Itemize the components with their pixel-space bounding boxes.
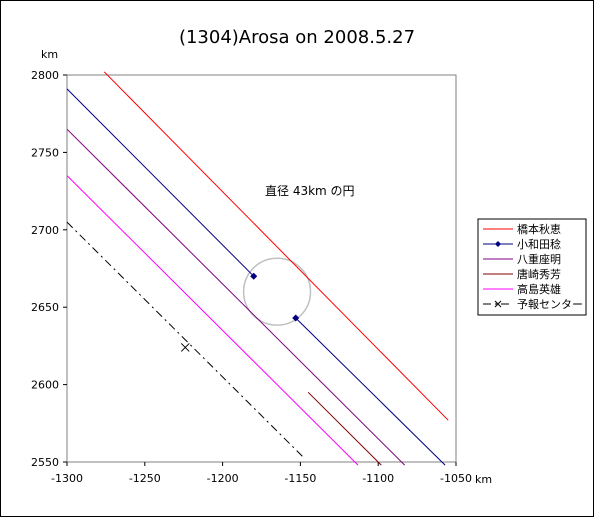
y-tick-label: 2650 (31, 301, 59, 314)
series-line (66, 128, 406, 466)
y-tick-label: 2700 (31, 224, 59, 237)
y-tick-label: 2600 (31, 379, 59, 392)
series-line (66, 88, 255, 277)
data-point-x-marker (180, 343, 190, 352)
legend-label: 唐崎秀芳 (517, 267, 561, 281)
y-axis-unit-label: km (41, 48, 58, 61)
legend-label: 八重座明 (517, 252, 561, 266)
data-point-diamond (250, 272, 258, 280)
legend-item: 高島英雄 (483, 282, 561, 296)
legend-item: 八重座明 (483, 252, 561, 266)
series-layer (66, 71, 449, 466)
series-line (66, 175, 359, 466)
series-5 (66, 175, 359, 466)
x-tick-label: -1100 (362, 472, 394, 485)
series-line (307, 391, 382, 466)
legend-marker (494, 300, 502, 308)
legend-label: 小和田稔 (517, 237, 561, 251)
circle-annotation: 直径 43km の円 (265, 184, 355, 198)
x-tick-label: -1300 (51, 472, 83, 485)
diameter-circle (242, 257, 312, 326)
plot-area (66, 74, 457, 463)
y-tick-label: 2550 (31, 456, 59, 469)
x-tick-label: -1050 (440, 472, 472, 485)
legend-label: 橋本秋恵 (517, 222, 561, 236)
x-tick-label: -1250 (129, 472, 161, 485)
series-4 (307, 391, 382, 466)
series-6 (66, 221, 304, 458)
legend-item: 小和田稔 (483, 237, 561, 251)
x-axis-unit-label: km (475, 473, 492, 486)
legend-item: 予報センター (483, 298, 583, 311)
x-tick-label: -1150 (284, 472, 316, 485)
chart-title: (1304)Arosa on 2008.5.27 (179, 27, 415, 48)
x-tick-label: -1200 (207, 472, 239, 485)
axes: -1300 -1250 -1200 -1150 -1100 -1050 2550 2600 26… (31, 69, 472, 485)
series-line (103, 71, 449, 421)
legend-box (477, 218, 587, 316)
series-line (295, 317, 446, 466)
legend-marker (495, 241, 501, 247)
legend-label: 高島英雄 (517, 282, 561, 296)
series-2 (66, 88, 446, 466)
y-tick-label: 2800 (31, 69, 59, 82)
series-1 (103, 71, 449, 421)
legend-item: 橋本秋恵 (483, 222, 561, 236)
y-tick-label: 2750 (31, 146, 59, 159)
data-point-diamond (292, 314, 300, 322)
series-line (66, 221, 304, 458)
legend-label: 予報センター (517, 298, 583, 311)
legend-item: 唐崎秀芳 (483, 267, 561, 281)
series-3 (66, 128, 406, 466)
